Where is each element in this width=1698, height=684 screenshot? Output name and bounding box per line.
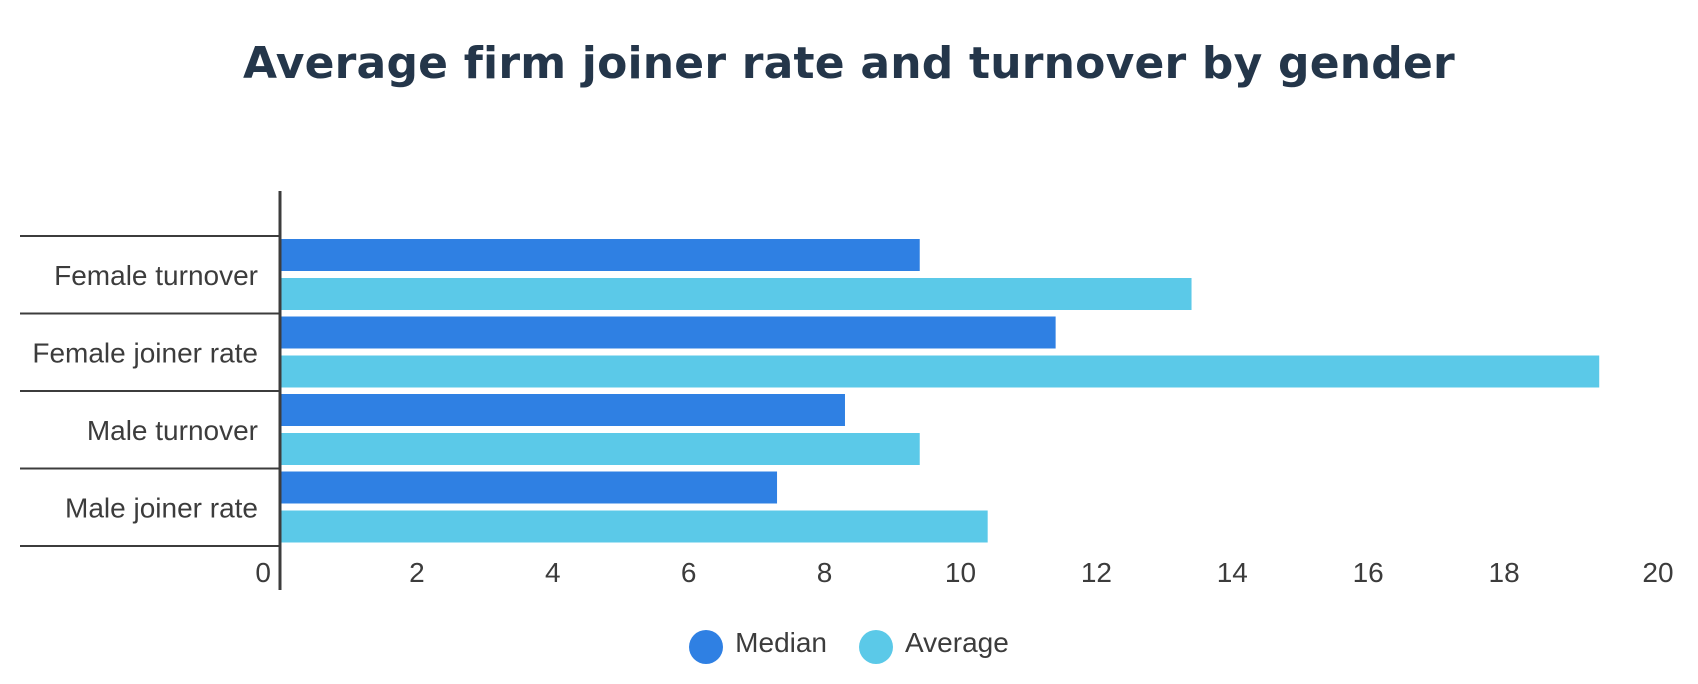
bar-median-female-joiner-rate — [281, 316, 1056, 349]
x-tick-label: 20 — [1642, 557, 1673, 588]
x-tick-label: 18 — [1489, 557, 1520, 588]
legend-label: Average — [905, 627, 1009, 658]
bar-average-male-joiner-rate — [281, 510, 988, 543]
bar-median-male-joiner-rate — [281, 471, 778, 504]
legend-swatch — [689, 630, 724, 664]
category-label: Female turnover — [54, 260, 258, 291]
x-tick-label: 8 — [817, 557, 833, 588]
bar-average-male-turnover — [281, 433, 920, 465]
category-label: Female joiner rate — [32, 337, 258, 368]
legend-item-median: Median — [689, 622, 827, 664]
bar-median-female-turnover — [281, 239, 920, 271]
x-tick-label: 12 — [1081, 557, 1112, 588]
x-tick-label: 14 — [1217, 557, 1248, 588]
legend-item-average: Average — [859, 622, 1009, 664]
bars-layer — [281, 239, 1600, 543]
x-tick-label: 0 — [255, 557, 271, 588]
chart-title: Average firm joiner rate and turnover by… — [243, 38, 1455, 89]
x-axis-ticks: 0 2 4 6 8 10 12 14 16 18 20 — [255, 557, 1673, 588]
category-label: Male joiner rate — [65, 492, 258, 523]
legend: Median Average — [0, 622, 1698, 664]
x-tick-label: 10 — [945, 557, 976, 588]
bar-average-female-joiner-rate — [281, 355, 1600, 388]
category-separators — [20, 235, 280, 547]
x-tick-label: 2 — [409, 557, 425, 588]
x-tick-label: 4 — [545, 557, 561, 588]
bar-average-female-turnover — [281, 278, 1192, 310]
bar-median-male-turnover — [281, 394, 845, 426]
x-tick-label: 16 — [1353, 557, 1384, 588]
legend-swatch — [859, 630, 894, 664]
legend-label: Median — [735, 627, 828, 658]
x-tick-label: 6 — [681, 557, 697, 588]
category-label: Male turnover — [87, 415, 258, 446]
category-labels: Female turnover Female joiner rate Male tu… — [32, 260, 258, 524]
